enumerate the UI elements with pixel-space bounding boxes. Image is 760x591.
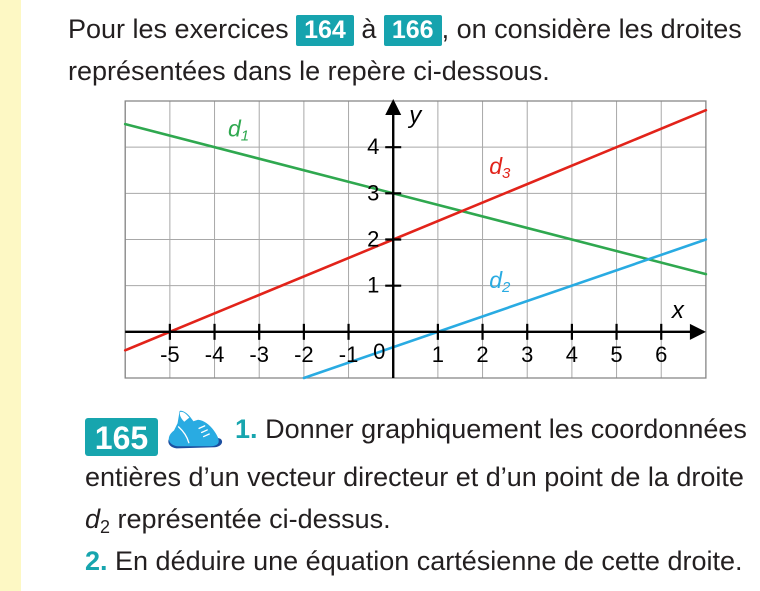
svg-text:2: 2	[476, 342, 488, 367]
svg-text:-4: -4	[205, 342, 225, 367]
svg-text:-2: -2	[294, 342, 314, 367]
svg-text:-5: -5	[160, 342, 180, 367]
svg-text:-3: -3	[249, 342, 269, 367]
svg-text:4: 4	[367, 134, 379, 159]
svg-text:2: 2	[367, 227, 379, 252]
svg-text:3: 3	[521, 342, 533, 367]
svg-text:6: 6	[655, 342, 667, 367]
svg-text:4: 4	[566, 342, 578, 367]
svg-text:0: 0	[373, 339, 385, 364]
svg-text:1: 1	[432, 342, 444, 367]
svg-text:y: y	[407, 102, 423, 129]
svg-text:3: 3	[367, 180, 379, 205]
svg-text:5: 5	[610, 342, 622, 367]
svg-text:-1: -1	[339, 342, 359, 367]
svg-text:x: x	[671, 297, 685, 324]
svg-text:1: 1	[367, 273, 379, 298]
